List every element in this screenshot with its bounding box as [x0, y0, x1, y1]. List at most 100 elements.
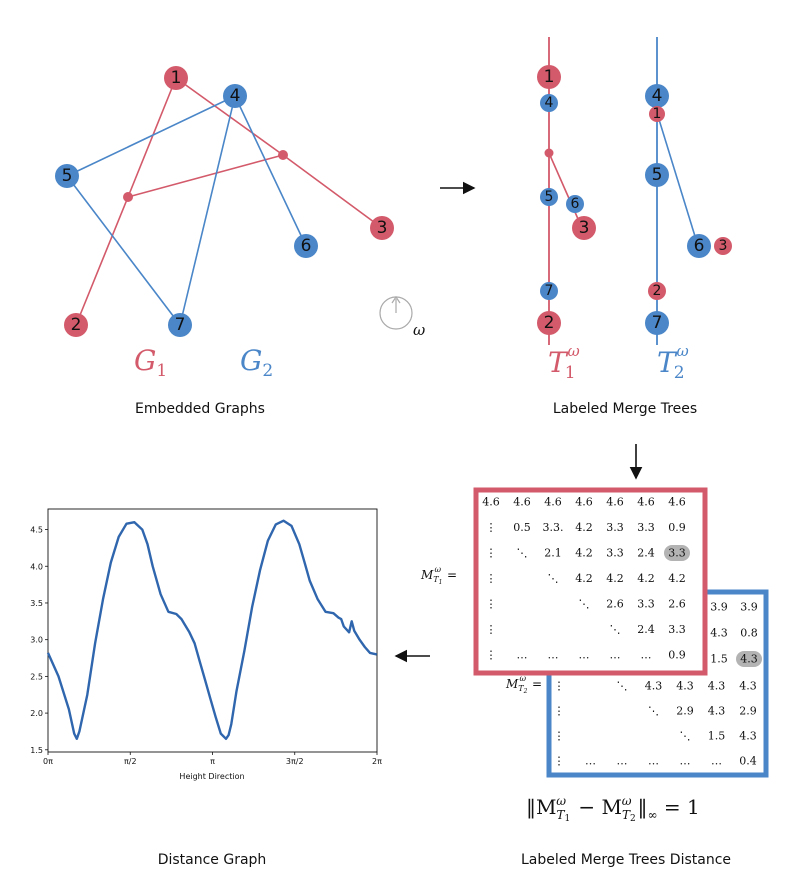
matrix-cell: 4.3 [708, 680, 726, 693]
svg-text:6: 6 [301, 236, 312, 256]
distance-graph-caption: Distance Graph [158, 852, 267, 868]
matrix-cell: 1.5 [708, 730, 726, 743]
y-tick-label: 2.5 [30, 672, 43, 681]
matrix-m1-frame [473, 487, 708, 676]
matrix-cell: 1.5 [710, 653, 728, 666]
distance-matrices-panel: 3.9 3.9 4.3 0.8 1.5 4.3 ⋮ ⋱ 4.3 4.3 4.3 4.3 ⋮ ⋱ 2.9 4.… [420, 487, 769, 868]
tree-node: 1 [649, 106, 665, 122]
g1-edge [127, 154, 284, 198]
chart-y-axis: 1.5 2.0 2.5 3.0 3.5 4.0 4.5 [30, 526, 48, 755]
matrix-cell: … [610, 649, 621, 662]
y-tick-label: 1.5 [30, 746, 43, 755]
g2-edge [66, 175, 181, 326]
matrix-cell: 4.6 [606, 496, 624, 509]
matrix-cell: … [548, 649, 559, 662]
matrices-caption: Labeled Merge Trees Distance [521, 852, 731, 868]
x-tick-label: π [210, 757, 215, 766]
x-tick-label: 0π [43, 757, 53, 766]
matrix-cell: 2.4 [637, 547, 655, 560]
matrix-cell: 0.5 [513, 521, 531, 534]
tree-node: 4 [645, 84, 669, 108]
matrix-cell: 4.6 [513, 496, 531, 509]
chart-x-axis: 0π π/2 π 3π/2 2π [43, 752, 382, 766]
matrix-cell: 4.3 [708, 705, 726, 718]
matrix-cell: 0.9 [668, 649, 686, 662]
tree-node: 7 [540, 282, 558, 300]
chart-x-axis-label: Height Direction [179, 772, 244, 781]
g2-edges [66, 95, 307, 326]
distance-formula: ‖MT1ω − MT2ω ‖∞ = 1 [526, 794, 700, 824]
matrix-cell: ⋮ [554, 730, 565, 743]
svg-text:7: 7 [545, 283, 554, 299]
matrix-cell: 2.4 [637, 623, 655, 636]
matrix-cell: … [711, 755, 722, 768]
y-tick-label: 4.0 [30, 562, 43, 571]
matrix-cell: 4.3 [739, 730, 757, 743]
svg-text:4: 4 [230, 86, 241, 106]
g1-midpoint [278, 150, 288, 160]
tree-node: 4 [540, 94, 558, 112]
matrix-cell: 0.8 [740, 627, 758, 640]
matrix-cell: ⋮ [486, 649, 497, 662]
matrix-m2-visible-cells: 3.9 3.9 4.3 0.8 1.5 4.3 [710, 601, 762, 667]
matrix-cell: 4.6 [668, 496, 686, 509]
x-tick-label: π/2 [124, 757, 137, 766]
matrix-cell: ⋮ [486, 623, 497, 636]
tree-node: 5 [645, 163, 669, 187]
g1-label: G1 [134, 344, 167, 381]
tree-node: 7 [645, 311, 669, 335]
tree-node: 6 [687, 234, 711, 258]
tree1-merge-point [544, 148, 554, 158]
matrix-cell: 0.4 [739, 755, 757, 768]
svg-text:7: 7 [175, 315, 186, 335]
chart-series-line [46, 519, 378, 740]
matrix-cell: 4.3 [740, 653, 758, 666]
matrix-cell: ⋮ [554, 705, 565, 718]
matrix-cell: 3.9 [710, 601, 728, 614]
matrix-cell: 3.3 [668, 623, 686, 636]
matrix-cell: 0.9 [668, 521, 686, 534]
matrix-cell: … [617, 755, 628, 768]
matrix-cell: ⋮ [486, 547, 497, 560]
matrix-cell: 4.2 [668, 572, 686, 585]
matrix-cell: ⋮ [486, 598, 497, 611]
matrix-cell: ⋮ [486, 572, 497, 585]
svg-text:2: 2 [653, 283, 662, 299]
matrix-cell: 4.6 [575, 496, 593, 509]
tree-node: 2 [537, 311, 561, 335]
y-tick-label: 2.0 [30, 709, 43, 718]
matrix-cell: ⋱ [648, 705, 659, 718]
tree2-branch [656, 112, 699, 247]
matrix-cell: 3.3 [637, 598, 655, 611]
matrix-cell: 3.3 [606, 521, 624, 534]
svg-text:7: 7 [652, 313, 663, 333]
matrix-cell: … [579, 649, 590, 662]
matrix-cell: … [585, 755, 596, 768]
matrix-cell: ⋱ [548, 572, 559, 585]
svg-text:5: 5 [545, 189, 554, 205]
matrix-cell: … [517, 649, 528, 662]
matrix-cell: 3.3 [637, 521, 655, 534]
x-tick-label: 2π [372, 757, 382, 766]
svg-text:2: 2 [544, 313, 555, 333]
matrix-cell: ⋱ [680, 730, 691, 743]
matrix-m1-cells: 4.6 4.6 4.6 4.6 4.6 4.6 4.6 ⋮ 0.5 3.3. 4.2 3.3 3.3 0.… [482, 496, 690, 662]
graph-node: 7 [168, 313, 192, 337]
svg-text:1: 1 [544, 67, 555, 87]
tree-node: 2 [648, 282, 666, 300]
y-tick-label: 4.5 [30, 526, 43, 535]
matrix-cell: 4.2 [575, 547, 593, 560]
svg-text:3: 3 [377, 218, 388, 238]
tree-node: 6 [566, 195, 584, 213]
t1-label: T1ω [548, 342, 580, 383]
graph-node: 1 [164, 66, 188, 90]
matrix-cell: … [641, 649, 652, 662]
svg-text:ω: ω [413, 321, 425, 339]
svg-text:4: 4 [652, 86, 663, 106]
matrix-cell: 4.3 [645, 680, 663, 693]
graph-node: 5 [55, 164, 79, 188]
tree-node: 5 [540, 188, 558, 206]
matrix-cell: 4.3 [676, 680, 694, 693]
svg-text:1: 1 [171, 68, 182, 88]
